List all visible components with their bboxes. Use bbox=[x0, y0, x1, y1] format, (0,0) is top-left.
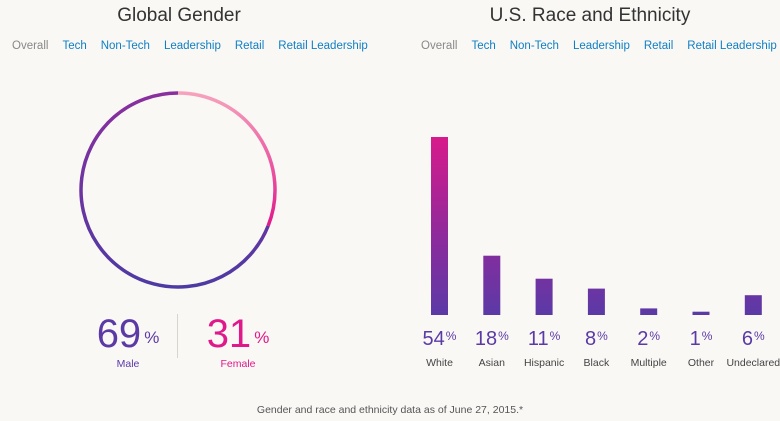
gender-tab-leadership[interactable]: Leadership bbox=[163, 40, 221, 52]
bar-undeclared bbox=[744, 295, 762, 315]
bar-value-white: 54% bbox=[422, 328, 457, 350]
bar-white bbox=[431, 137, 448, 315]
gender-tab-tech[interactable]: Tech bbox=[62, 40, 87, 52]
gender-divider bbox=[177, 314, 178, 358]
bar-label-multiple: Multiple bbox=[630, 357, 667, 369]
female-label: Female bbox=[220, 358, 256, 370]
race-tab-tech[interactable]: Tech bbox=[471, 40, 496, 52]
bar-value-asian: 18% bbox=[474, 328, 509, 350]
race-tab-non-tech[interactable]: Non-Tech bbox=[509, 40, 559, 52]
gender-tab-retail[interactable]: Retail bbox=[234, 40, 265, 52]
bar-label-undeclared: Undeclared bbox=[726, 357, 780, 369]
bar-asian bbox=[483, 255, 501, 315]
race-tab-overall[interactable]: Overall bbox=[421, 40, 458, 52]
bar-value-hispanic: 11% bbox=[527, 328, 561, 350]
gender-ring-chart bbox=[79, 91, 277, 289]
ring-segment-female bbox=[177, 91, 277, 227]
gender-tabs: Overall Tech Non-Tech Leadership Retail … bbox=[12, 40, 368, 52]
bar-value-undeclared: 6% bbox=[741, 328, 765, 350]
footnote: Gender and race and ethnicity data as of… bbox=[256, 404, 524, 416]
gender-title: Global Gender bbox=[117, 5, 241, 26]
race-tabs: Overall Tech Non-Tech Leadership Retail … bbox=[421, 40, 777, 52]
bar-value-black: 8% bbox=[584, 328, 608, 350]
bar-label-hispanic: Hispanic bbox=[523, 357, 565, 369]
bar-label-asian: Asian bbox=[478, 357, 505, 369]
gender-tab-non-tech[interactable]: Non-Tech bbox=[100, 40, 150, 52]
bar-value-other: 1% bbox=[689, 328, 713, 350]
male-label: Male bbox=[116, 358, 140, 370]
bar-label-other: Other bbox=[687, 357, 715, 369]
race-tab-retail-leadership[interactable]: Retail Leadership bbox=[687, 40, 777, 52]
gender-tab-overall[interactable]: Overall bbox=[12, 40, 49, 52]
bar-value-multiple: 2% bbox=[637, 328, 661, 350]
bar-hispanic bbox=[535, 278, 553, 315]
ring-segment-male bbox=[79, 91, 270, 289]
bar-multiple bbox=[640, 308, 658, 315]
female-stat: 31% Female bbox=[198, 312, 278, 370]
race-bar-chart bbox=[431, 137, 762, 315]
male-percent: 69% bbox=[96, 312, 160, 356]
bar-black bbox=[587, 288, 605, 315]
bar-label-black: Black bbox=[583, 357, 610, 369]
gender-tab-retail-leadership[interactable]: Retail Leadership bbox=[278, 40, 368, 52]
race-tab-leadership[interactable]: Leadership bbox=[572, 40, 630, 52]
race-title: U.S. Race and Ethnicity bbox=[489, 5, 691, 26]
male-stat: 69% Male bbox=[88, 312, 168, 370]
bar-label-white: White bbox=[426, 357, 453, 369]
female-percent: 31% bbox=[206, 312, 270, 356]
race-tab-retail[interactable]: Retail bbox=[643, 40, 674, 52]
bar-other bbox=[692, 311, 710, 315]
